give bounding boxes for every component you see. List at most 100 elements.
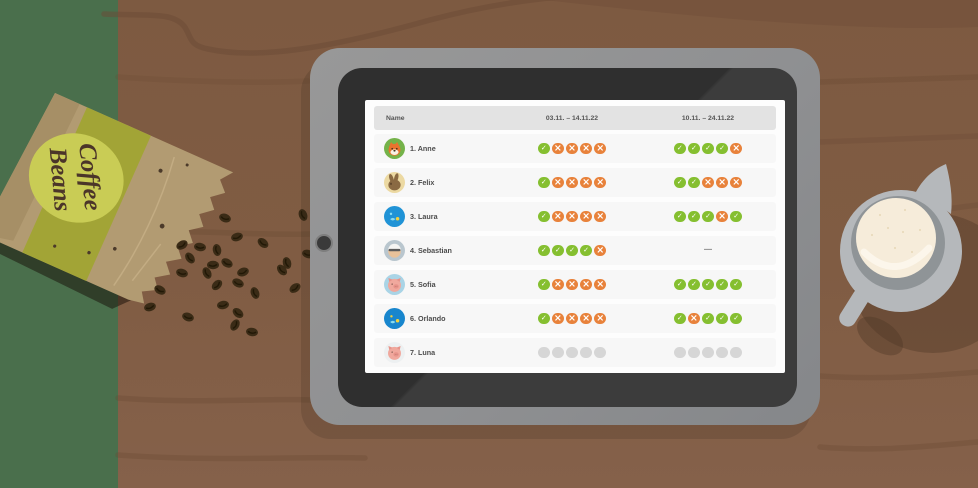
status-check-icon: ✓	[702, 278, 714, 291]
status-check-icon: ✓	[702, 142, 714, 155]
status-empty-icon	[674, 346, 686, 359]
table-row[interactable]: 4. Sebastian ✓ ✓ ✓ ✓ × —	[374, 236, 776, 265]
status-check-icon: ✓	[538, 176, 550, 189]
status-cross-icon: ×	[594, 210, 606, 223]
tablet-screen: Name 03.11. – 14.11.22 10.11. – 24.11.22…	[365, 100, 785, 373]
status-check-icon: ✓	[538, 312, 550, 325]
avatar-pig	[384, 274, 405, 295]
milk-jug	[839, 164, 978, 356]
status-check-icon: ✓	[688, 278, 700, 291]
header-name: Name	[386, 114, 405, 122]
participant-cell: 3. Laura	[374, 206, 504, 227]
status-cross-icon: ×	[594, 176, 606, 189]
status-check-icon: ✓	[674, 312, 686, 325]
status-cell-period1	[504, 346, 640, 359]
status-cell-period2: ✓ ✓ ✓ ✓ ×	[640, 142, 776, 155]
status-check-icon: ✓	[730, 210, 742, 223]
table-row[interactable]: 1. Anne ✓ × × × × ✓ ✓ ✓ ✓ ×	[374, 134, 776, 163]
status-cross-icon: ×	[716, 210, 728, 223]
status-cross-icon: ×	[566, 210, 578, 223]
participant-cell: 7. Luna	[374, 342, 504, 363]
status-dash-icon: —	[703, 245, 713, 255]
status-cross-icon: ×	[580, 210, 592, 223]
table-row[interactable]: 7. Luna	[374, 338, 776, 367]
status-check-icon: ✓	[716, 312, 728, 325]
status-cell-period1: ✓ × × × ×	[504, 142, 640, 155]
participant-name: 2. Felix	[410, 178, 435, 187]
status-check-icon: ✓	[716, 278, 728, 291]
status-cross-icon: ×	[566, 278, 578, 291]
bag-label-line2: Beans	[44, 145, 77, 212]
participant-name: 5. Sofia	[410, 280, 436, 289]
avatar-pig_light	[384, 342, 405, 363]
status-cross-icon: ×	[688, 312, 700, 325]
avatar-bird	[384, 206, 405, 227]
status-check-icon: ✓	[688, 210, 700, 223]
status-empty-icon	[552, 346, 564, 359]
status-check-icon: ✓	[702, 210, 714, 223]
status-check-icon: ✓	[552, 244, 564, 257]
status-cross-icon: ×	[552, 210, 564, 223]
status-check-icon: ✓	[702, 312, 714, 325]
status-cross-icon: ×	[716, 176, 728, 189]
status-empty-icon	[580, 346, 592, 359]
table-header: Name 03.11. – 14.11.22 10.11. – 24.11.22	[374, 106, 776, 130]
status-cross-icon: ×	[552, 142, 564, 155]
participant-cell: 6. Orlando	[374, 308, 504, 329]
coffee-bag-label: Coffee Beans	[44, 142, 107, 212]
status-check-icon: ✓	[538, 210, 550, 223]
status-check-icon: ✓	[538, 142, 550, 155]
status-cross-icon: ×	[552, 278, 564, 291]
participant-cell: 1. Anne	[374, 138, 504, 159]
status-check-icon: ✓	[688, 142, 700, 155]
status-cell-period1: ✓ × × × ×	[504, 210, 640, 223]
status-cell-period2: ✓ ✓ ✓ ✓ ✓	[640, 278, 776, 291]
status-cross-icon: ×	[552, 176, 564, 189]
status-check-icon: ✓	[688, 176, 700, 189]
participant-cell: 4. Sebastian	[374, 240, 504, 261]
wood-grain-dark-patch	[545, 0, 978, 29]
tablet-camera-button[interactable]	[315, 234, 333, 252]
participant-name: 6. Orlando	[410, 314, 446, 323]
status-empty-icon	[688, 346, 700, 359]
status-cell-period1: ✓ × × × ×	[504, 312, 640, 325]
status-check-icon: ✓	[538, 278, 550, 291]
status-cross-icon: ×	[580, 142, 592, 155]
status-cross-icon: ×	[594, 244, 606, 257]
participant-name: 4. Sebastian	[410, 246, 452, 255]
header-period1: 03.11. – 14.11.22	[545, 114, 599, 122]
status-cross-icon: ×	[580, 278, 592, 291]
milk-speckles	[870, 208, 922, 254]
status-check-icon: ✓	[674, 278, 686, 291]
table-row[interactable]: 2. Felix ✓ × × × × ✓ ✓ × × ×	[374, 168, 776, 197]
participant-name: 1. Anne	[410, 144, 436, 153]
participant-cell: 5. Sofia	[374, 274, 504, 295]
table-row[interactable]: 6. Orlando ✓ × × × × ✓ × ✓ ✓ ✓	[374, 304, 776, 333]
participant-cell: 2. Felix	[374, 172, 504, 193]
table-body: 1. Anne ✓ × × × × ✓ ✓ ✓ ✓ × 2. Felix ✓ × × × × ✓ ✓ × × ×…	[374, 134, 776, 367]
table-row[interactable]: 3. Laura ✓ × × × × ✓ ✓ ✓ × ✓	[374, 202, 776, 231]
participant-name: 3. Laura	[410, 212, 438, 221]
status-empty-icon	[730, 346, 742, 359]
status-cell-period2	[640, 346, 776, 359]
status-cell-period2: —	[640, 245, 776, 257]
status-cross-icon: ×	[594, 312, 606, 325]
avatar-rabbit	[384, 172, 405, 193]
status-cell-period2: ✓ × ✓ ✓ ✓	[640, 312, 776, 325]
status-cell-period1: ✓ × × × ×	[504, 278, 640, 291]
status-cross-icon: ×	[566, 312, 578, 325]
header-period2: 10.11. – 24.11.22	[681, 114, 735, 122]
status-check-icon: ✓	[580, 244, 592, 257]
status-check-icon: ✓	[716, 142, 728, 155]
milk-highlight	[860, 244, 933, 270]
status-check-icon: ✓	[674, 142, 686, 155]
status-cell-period1: ✓ ✓ ✓ ✓ ×	[504, 244, 640, 257]
table-row[interactable]: 5. Sofia ✓ × × × × ✓ ✓ ✓ ✓ ✓	[374, 270, 776, 299]
status-cross-icon: ×	[594, 278, 606, 291]
tablet: Name 03.11. – 14.11.22 10.11. – 24.11.22…	[310, 48, 820, 425]
jug-handle-shadow	[857, 316, 903, 356]
avatar-fox	[384, 138, 405, 159]
status-empty-icon	[716, 346, 728, 359]
